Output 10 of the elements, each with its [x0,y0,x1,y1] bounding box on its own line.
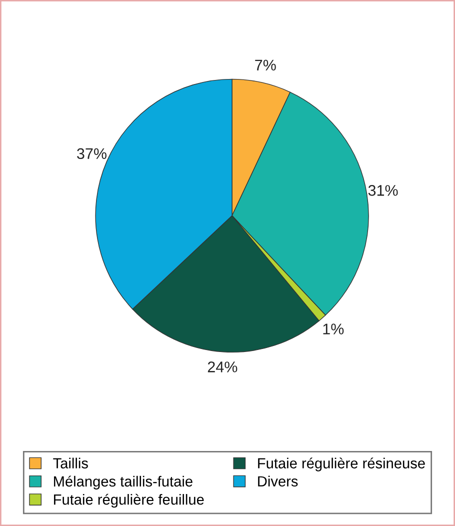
data-label: 7% [255,60,276,71]
data-label: 31% [368,185,398,196]
legend-label: Taillis [53,458,88,468]
legend-label: Divers [258,476,298,486]
data-label: 24% [208,362,238,372]
legend-label: Mélanges taillis-futaie [54,476,192,490]
data-label: 1% [323,324,344,334]
legend-label: Futaie régulière résineuse [258,458,425,472]
data-label: 37% [77,148,106,160]
legend-label: Futaie régulière feuillue [54,494,204,508]
